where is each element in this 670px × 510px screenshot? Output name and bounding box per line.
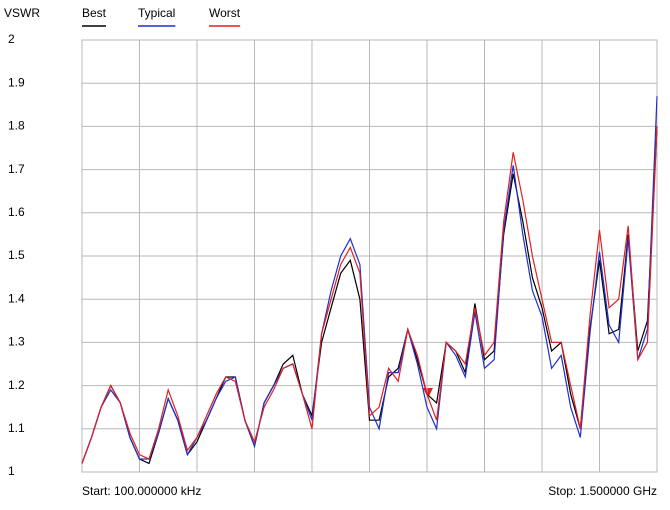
legend-label: Best [82,6,107,20]
y-tick-label: 2 [8,32,15,46]
y-tick-label: 1.7 [8,162,25,176]
y-tick-label: 1.3 [8,335,25,349]
legend-label: Typical [138,6,175,20]
y-tick-label: 1 [8,464,15,478]
y-tick-label: 1.6 [8,205,25,219]
legend-label: Worst [209,6,241,20]
y-tick-label: 1.8 [8,119,25,133]
y-tick-label: 1.1 [8,421,25,435]
start-label: Start: 100.000000 kHz [82,484,201,498]
y-tick-label: 1.5 [8,248,25,262]
y-tick-label: 1.2 [8,378,25,392]
series-line [81,126,658,464]
y-tick-label: 1.4 [8,291,25,305]
stop-label: Stop: 1.500000 GHz [548,484,657,498]
y-tick-label: 1.9 [8,75,25,89]
y-axis-label: VSWR [4,6,40,20]
